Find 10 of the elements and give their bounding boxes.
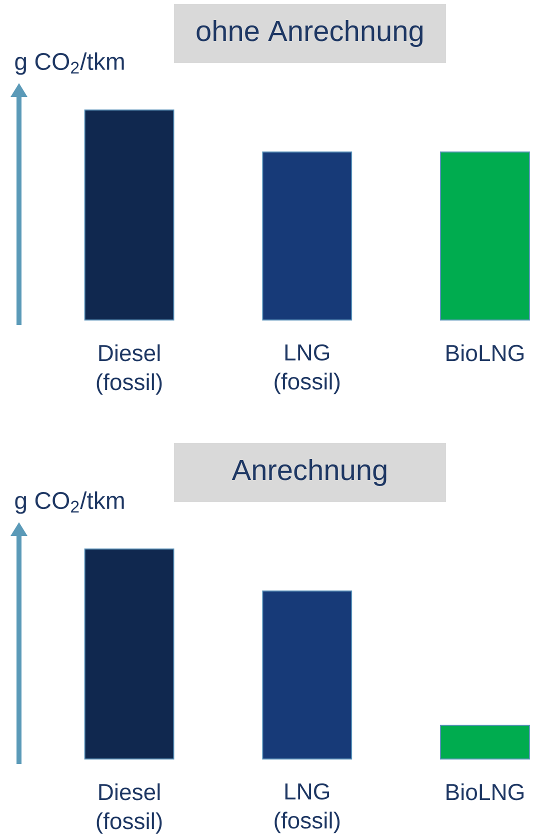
x-tick-label: LNG (fossil) [274, 783, 340, 834]
x-tick-label: BioLNG [446, 344, 524, 362]
x-tick-label: Diesel (fossil) [96, 783, 162, 834]
chart-title: ohne Anrechnung [196, 20, 423, 48]
y-axis-title: g CO$_{2}$/tkm [15, 491, 124, 514]
x-tick-label: Diesel (fossil) [96, 344, 162, 395]
x-tick-label: BioLNG [446, 783, 524, 800]
x-tick-label: LNG (fossil) [274, 344, 340, 394]
chart-title: Anrechnung [232, 458, 386, 486]
y-axis-title: g CO$_{2}$/tkm [15, 52, 124, 75]
